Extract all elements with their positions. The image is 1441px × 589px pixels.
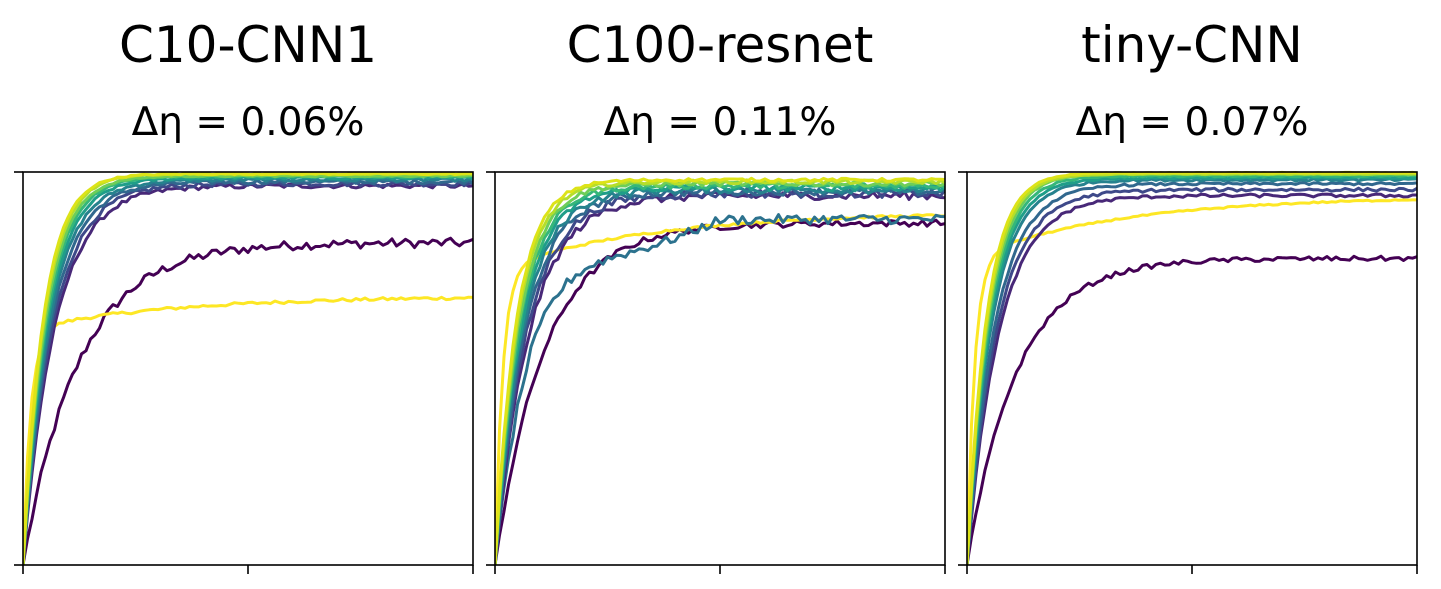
panel-3-title: tiny-CNN: [1081, 16, 1303, 74]
series-line: [495, 190, 945, 565]
series-line: [495, 178, 945, 565]
panel-2-series: [495, 176, 945, 565]
series-line: [495, 184, 945, 565]
series-line: [967, 172, 1417, 565]
series-line: [967, 177, 1417, 565]
series-line: [967, 254, 1417, 565]
series-line: [967, 173, 1417, 565]
panel-1-plot: [14, 171, 474, 574]
series-line: [23, 236, 473, 565]
panel-3-series: [967, 170, 1417, 565]
panel-2-title: C100-resnet: [566, 16, 874, 74]
panel-3-plot: [958, 170, 1418, 574]
series-line: [495, 218, 945, 565]
panel-1-title: C10-CNN1: [118, 16, 378, 74]
series-line: [967, 171, 1417, 565]
series-line: [495, 213, 945, 565]
series-line: [23, 178, 473, 565]
panel-2-subtitle: Δη = 0.11%: [603, 100, 837, 145]
panel-3-subtitle: Δη = 0.07%: [1075, 100, 1309, 145]
series-line: [967, 198, 1417, 565]
series-line: [23, 295, 473, 565]
series-line: [495, 179, 945, 565]
series-line: [23, 176, 473, 565]
series-line: [495, 213, 945, 565]
panel-1-subtitle: Δη = 0.06%: [131, 100, 365, 145]
panel-2-plot: [486, 171, 946, 574]
series-line: [967, 192, 1417, 565]
series-line: [967, 186, 1417, 565]
panel-1-series: [23, 171, 473, 565]
series-line: [495, 176, 945, 565]
series-line: [967, 181, 1417, 565]
series-line: [23, 171, 473, 565]
